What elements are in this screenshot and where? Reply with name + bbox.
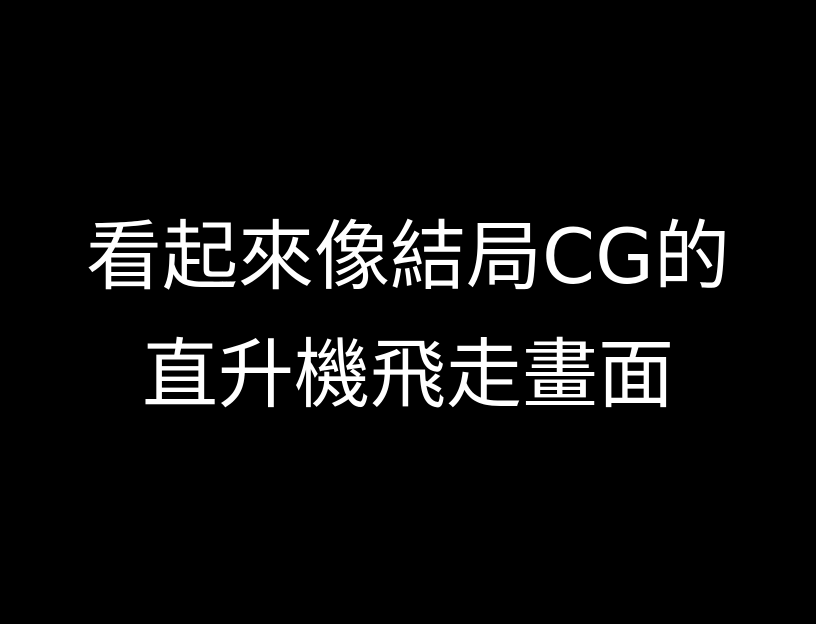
caption-text: 看起來像結局CG的 直升機飛走畫面 [0, 198, 816, 434]
caption-line-2: 直升機飛走畫面 [142, 330, 674, 419]
caption-line-1: 看起來像結局CG的 [86, 212, 730, 301]
